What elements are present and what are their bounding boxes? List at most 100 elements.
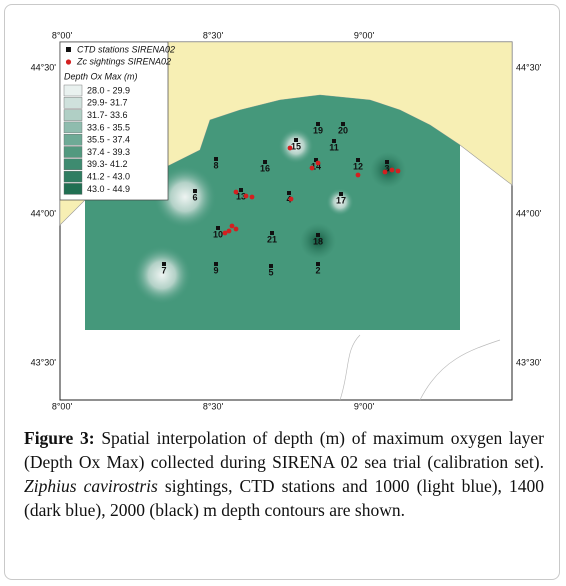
zc-sighting: [222, 230, 228, 236]
legend-title: Depth Ox Max (m): [64, 71, 138, 81]
station-label: 14: [311, 161, 321, 171]
station-label: 20: [338, 125, 348, 135]
station-label: 6: [192, 192, 197, 202]
ctd-station: [356, 158, 360, 162]
station-label: 8: [213, 160, 218, 170]
lat-tick-label: 44°00': [516, 208, 542, 218]
ctd-station: [341, 122, 345, 126]
legend-sighting-symbol: [65, 59, 72, 65]
ctd-station: [162, 262, 166, 266]
station-label: 16: [260, 163, 270, 173]
ctd-station: [316, 122, 320, 126]
ctd-station: [339, 192, 343, 196]
legend-class-label: 39.3- 41.2: [87, 159, 128, 169]
zc-sighting: [382, 169, 388, 175]
lat-tick-label: 43°30': [516, 357, 542, 367]
contour-blob: [153, 165, 217, 229]
legend-swatch: [63, 133, 83, 146]
map: CTD stations SIRENA02 Zc sightings SIREN…: [31, 30, 542, 411]
legend-sightings: Zc sightings SIRENA02: [76, 56, 171, 66]
ctd-station: [316, 233, 320, 237]
station-label: 9: [213, 265, 218, 275]
lon-tick-label: 8°00': [52, 401, 73, 411]
legend-swatch: [63, 121, 83, 134]
legend-class-label: 41.2 - 43.0: [87, 171, 130, 181]
ctd-station: [214, 157, 218, 161]
station-label: 18: [313, 236, 323, 246]
legend-swatch: [63, 170, 83, 183]
zc-sighting: [395, 168, 401, 174]
station-label: 2: [315, 265, 320, 275]
contour-blob: [278, 128, 314, 164]
zc-sighting: [233, 189, 239, 195]
legend-class-label: 28.0 - 29.9: [87, 85, 130, 95]
legend: CTD stations SIRENA02 Zc sightings SIREN…: [59, 41, 175, 201]
legend-class-label: 33.6 - 35.5: [87, 122, 130, 132]
zc-sighting: [389, 167, 395, 173]
depth-contour: [339, 334, 501, 401]
legend-ctd: CTD stations SIRENA02: [77, 44, 175, 54]
station-label: 13: [236, 191, 246, 201]
caption-text: Spatial interpolation of depth (m) of ma…: [24, 428, 544, 472]
legend-class-label: 43.0 - 44.9: [87, 184, 130, 194]
ctd-station: [294, 138, 298, 142]
station-label: 3: [384, 163, 389, 173]
legend-class-label: 31.7- 33.6: [87, 110, 128, 120]
legend-class-label: 37.4 - 39.3: [87, 147, 130, 157]
station-label: 17: [336, 195, 346, 205]
lat-tick-label: 44°30': [31, 62, 57, 72]
station-label: 19: [313, 125, 323, 135]
station-label: 11: [329, 142, 339, 152]
ctd-station: [214, 262, 218, 266]
zc-sighting: [249, 194, 255, 200]
ctd-station: [287, 191, 291, 195]
ctd-station: [269, 264, 273, 268]
legend-swatch: [63, 146, 83, 158]
lon-tick-label: 8°30': [203, 401, 224, 411]
station-label: 5: [268, 267, 273, 277]
contour-blob: [370, 152, 406, 188]
contour-blob: [326, 188, 354, 216]
zc-sighting: [315, 160, 321, 166]
lon-tick-label: 8°00': [52, 30, 73, 40]
ctd-station: [314, 158, 318, 162]
ctd-station: [316, 262, 320, 266]
lon-tick-label: 9°00': [354, 401, 375, 411]
lat-tick-label: 44°30': [516, 62, 542, 72]
ctd-station: [332, 139, 336, 143]
caption-text: sightings, CTD stations and 1000 (light …: [24, 476, 544, 520]
contour-blob: [300, 223, 336, 259]
caption-species: Ziphius cavirostris: [24, 476, 158, 496]
ctd-station: [270, 231, 274, 235]
legend-class-label: 29.9- 31.7: [87, 98, 128, 108]
ctd-station: [216, 226, 220, 230]
contour-blob: [132, 245, 192, 305]
caption-label: Figure 3:: [24, 428, 95, 448]
lon-tick-label: 8°30': [203, 30, 224, 40]
zc-sighting: [243, 193, 249, 199]
station-label: 10: [213, 229, 223, 239]
ctd-station: [193, 189, 197, 193]
legend-swatch: [63, 158, 83, 171]
legend-swatch: [63, 183, 83, 195]
legend-swatch: [63, 109, 83, 121]
legend-ctd-symbol: [66, 47, 71, 52]
zc-sighting: [233, 226, 239, 232]
station-label: 12: [353, 161, 363, 171]
lat-tick-label: 43°30': [31, 357, 57, 367]
ctd-station: [239, 188, 243, 192]
zc-sighting: [355, 172, 361, 178]
zc-sighting: [309, 165, 315, 171]
station-label: 21: [267, 234, 277, 244]
station-label: 7: [161, 265, 166, 275]
ctd-station: [263, 160, 267, 164]
legend-class-label: 35.5 - 37.4: [87, 135, 130, 145]
zc-sighting: [287, 145, 293, 151]
figure-frame: [4, 4, 560, 580]
ctd-station: [385, 160, 389, 164]
legend-swatch: [63, 84, 83, 97]
lon-tick-label: 9°00': [354, 30, 375, 40]
station-label: 15: [291, 141, 301, 151]
zc-sighting: [288, 196, 294, 202]
zc-sighting: [229, 223, 235, 229]
